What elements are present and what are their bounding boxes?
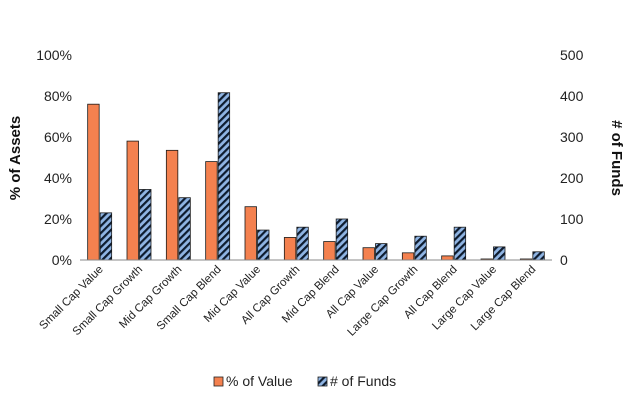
bar-value bbox=[244, 206, 257, 261]
left-tick-label: 20% bbox=[44, 211, 72, 227]
bar-value bbox=[401, 252, 415, 261]
right-tick-label: 500 bbox=[560, 47, 584, 63]
bar-value bbox=[362, 247, 375, 261]
category-label: Small Cap Value bbox=[37, 264, 105, 332]
bar-funds bbox=[139, 189, 152, 261]
right-axis-title: # of Funds bbox=[608, 120, 625, 196]
legend-swatch-funds bbox=[317, 376, 328, 387]
right-tick-label: 200 bbox=[560, 170, 584, 186]
right-tick-label: 300 bbox=[560, 129, 584, 145]
bar-funds bbox=[296, 226, 309, 261]
legend-label-funds: # of Funds bbox=[330, 373, 396, 389]
bar-value bbox=[205, 161, 218, 261]
bar-funds bbox=[178, 197, 191, 261]
bar-funds bbox=[532, 251, 545, 261]
bar-funds bbox=[375, 243, 388, 261]
bar-funds bbox=[453, 226, 467, 261]
bar-funds bbox=[217, 92, 231, 261]
bar-funds bbox=[414, 235, 427, 261]
legend-label-value: % of Value bbox=[226, 373, 293, 389]
bar-value bbox=[441, 255, 454, 261]
left-tick-label: 100% bbox=[36, 47, 72, 63]
bar-value bbox=[126, 140, 139, 261]
bar-funds bbox=[99, 212, 113, 261]
left-axis-title: % of Assets bbox=[7, 116, 24, 200]
bar-funds bbox=[335, 218, 349, 261]
bar-value bbox=[283, 237, 297, 261]
legend-swatch-value bbox=[213, 376, 224, 387]
left-tick-label: 0% bbox=[52, 252, 72, 268]
category-label: Small Cap Growth bbox=[71, 264, 145, 338]
bar-funds bbox=[257, 229, 270, 261]
bar-funds bbox=[493, 246, 506, 261]
right-axis-ticks: 0 100 200 300 400 500 bbox=[560, 47, 584, 268]
left-tick-label: 40% bbox=[44, 170, 72, 186]
bar-value bbox=[87, 103, 100, 261]
bar-value bbox=[323, 241, 336, 261]
left-axis-ticks: 0% 20% 40% 60% 80% 100% bbox=[36, 47, 72, 268]
right-tick-label: 0 bbox=[560, 252, 568, 268]
left-tick-label: 80% bbox=[44, 88, 72, 104]
bar-value bbox=[165, 149, 179, 261]
legend: % of Value # of Funds bbox=[213, 373, 396, 389]
bars bbox=[87, 92, 545, 261]
left-tick-label: 60% bbox=[44, 129, 72, 145]
right-tick-label: 100 bbox=[560, 211, 584, 227]
right-tick-label: 400 bbox=[560, 88, 584, 104]
category-label: Large Cap Growth bbox=[346, 264, 421, 339]
